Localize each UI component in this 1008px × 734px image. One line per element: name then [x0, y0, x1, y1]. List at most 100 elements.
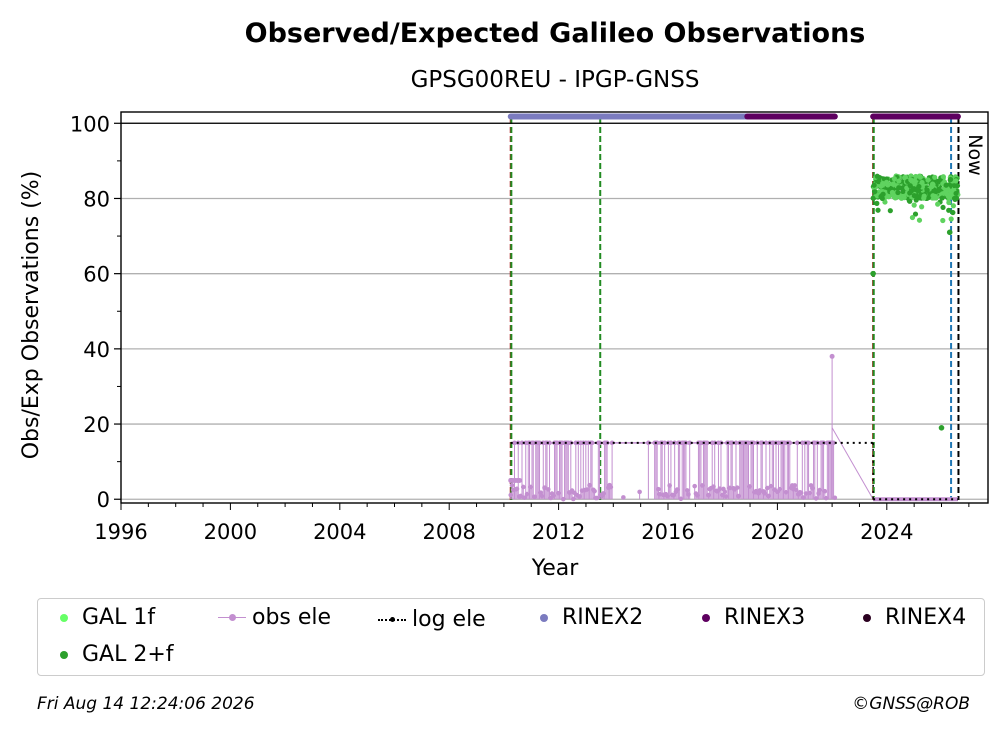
gal-2f-point: [870, 195, 877, 201]
y-tick-label: 0: [97, 488, 110, 512]
legend-label: RINEX2: [562, 605, 644, 630]
legend-label: obs ele: [252, 605, 332, 630]
obs-ele-point: [764, 485, 770, 491]
gal-2f-point: [943, 182, 949, 188]
legend-item-rinex3: RINEX3: [690, 605, 805, 631]
gal-2f-point: [870, 270, 876, 277]
gal-2f-point: [935, 201, 941, 207]
chart-title: Observed/Expected Galileo Observations: [245, 18, 866, 49]
gal-2f-series: [870, 173, 961, 431]
footer-timestamp: Fri Aug 14 12:24:06 2026: [37, 694, 255, 714]
gal-2f-point: [913, 197, 919, 203]
gal-2f-point: [947, 176, 954, 183]
gal-2f-point: [907, 198, 913, 204]
gal-2f-point: [913, 193, 920, 199]
gal-2f-point: [925, 177, 931, 183]
gal-2f-point: [938, 425, 945, 431]
gal-2f-point: [909, 214, 916, 221]
x-axis-label: Year: [531, 556, 580, 581]
gal-2f-point: [932, 193, 938, 200]
obs-ele-point: [822, 488, 828, 494]
legend-label: RINEX4: [885, 605, 967, 630]
y-tick-label: 60: [83, 263, 110, 287]
gal-2f-point: [954, 183, 961, 189]
gal-2f-point: [950, 203, 956, 209]
gal-2f-point: [902, 174, 908, 180]
gal-2f-point: [924, 187, 930, 193]
legend-label: GAL 1f: [82, 605, 156, 630]
now-label: Now: [964, 134, 986, 175]
obs-ele-point: [520, 484, 526, 490]
y-axis-label: Obs/Exp Observations (%): [19, 171, 44, 460]
gal-2f-point: [919, 179, 925, 186]
gal-2f-point: [946, 207, 952, 213]
x-tick-label: 2024: [860, 520, 913, 544]
gal-2f-point: [874, 173, 880, 179]
gal-2f-point: [930, 182, 936, 188]
gal-2f-point: [874, 200, 880, 206]
obs-ele-point: [656, 486, 661, 492]
gal-2f-point: [912, 211, 919, 217]
x-tick-label: 2000: [204, 520, 257, 544]
gal-2f-point: [871, 182, 877, 188]
legend-item-rinex4: RINEX4: [851, 605, 966, 631]
gal-2f-point: [919, 204, 925, 210]
gal-2f-point: [946, 199, 952, 206]
gal-2f-point: [940, 217, 946, 224]
gal-2f-point: [940, 204, 946, 211]
x-tick-label: 2008: [422, 520, 475, 544]
legend-label: GAL 2+f: [82, 642, 174, 667]
gal-2f-point: [887, 208, 893, 214]
gal-2f-point: [908, 177, 914, 183]
obs-ele-point: [829, 353, 835, 359]
legend-dot-icon: [851, 605, 885, 631]
obs-ele-point: [516, 477, 522, 483]
legend-dot-icon: [48, 605, 82, 631]
gal-2f-point: [948, 216, 954, 222]
legend-label: log ele: [412, 607, 486, 632]
footer-credit: ©GNSS@ROB: [852, 694, 970, 714]
gal-2f-point: [951, 195, 958, 202]
gal-2f-point: [895, 189, 901, 196]
gal-2f-point: [916, 217, 923, 223]
gal-2f-point: [940, 174, 946, 180]
legend-item-gal-1f: GAL 1f: [48, 605, 155, 631]
gal-2f-point: [900, 188, 906, 195]
legend-dot-icon: [48, 642, 82, 668]
rinex-bars: [121, 113, 988, 124]
gal-2f-point: [913, 186, 920, 192]
gal-2f-point: [950, 209, 956, 216]
obs-ele-point: [734, 485, 740, 490]
gal-2f-point: [944, 191, 950, 197]
legend-label: RINEX3: [724, 605, 806, 630]
gal-2f-point: [896, 178, 902, 184]
legend: GAL 1f obs ele log ele RINEX2 RINEX3 RIN…: [37, 598, 985, 676]
gal-2f-point: [946, 229, 953, 236]
obs-ele-point: [722, 489, 728, 495]
y-tick-label: 20: [83, 413, 110, 437]
obs-ele-series: [508, 353, 958, 502]
gal-2f-point: [939, 195, 945, 201]
gal-2f-point: [885, 193, 891, 200]
x-tick-label: 2012: [532, 520, 585, 544]
gal-2f-point: [880, 191, 886, 197]
gal-2f-point: [891, 176, 897, 182]
gal-2f-point: [949, 191, 955, 197]
gal-2f-point: [875, 178, 881, 185]
gal-2f-point: [953, 178, 959, 184]
y-tick-label: 40: [83, 338, 110, 362]
gal-2f-point: [908, 188, 915, 194]
obs-ele-connector: [831, 427, 874, 500]
chart-subtitle: GPSG00REU - IPGP-GNSS: [411, 67, 700, 93]
obs-ele-point: [512, 440, 517, 446]
legend-item-log-ele: log ele: [378, 607, 486, 633]
gal-2f-point: [892, 195, 898, 201]
gal-2f-point: [934, 188, 941, 194]
legend-item-gal-2f: GAL 2+f: [48, 642, 174, 668]
gal-2f-point: [932, 174, 938, 180]
legend-dot-icon: [690, 605, 724, 631]
gal-2f-point: [953, 190, 959, 197]
y-axis: 0 20 40 60 80 100: [70, 112, 121, 512]
legend-item-obs-ele: obs ele: [218, 605, 331, 631]
